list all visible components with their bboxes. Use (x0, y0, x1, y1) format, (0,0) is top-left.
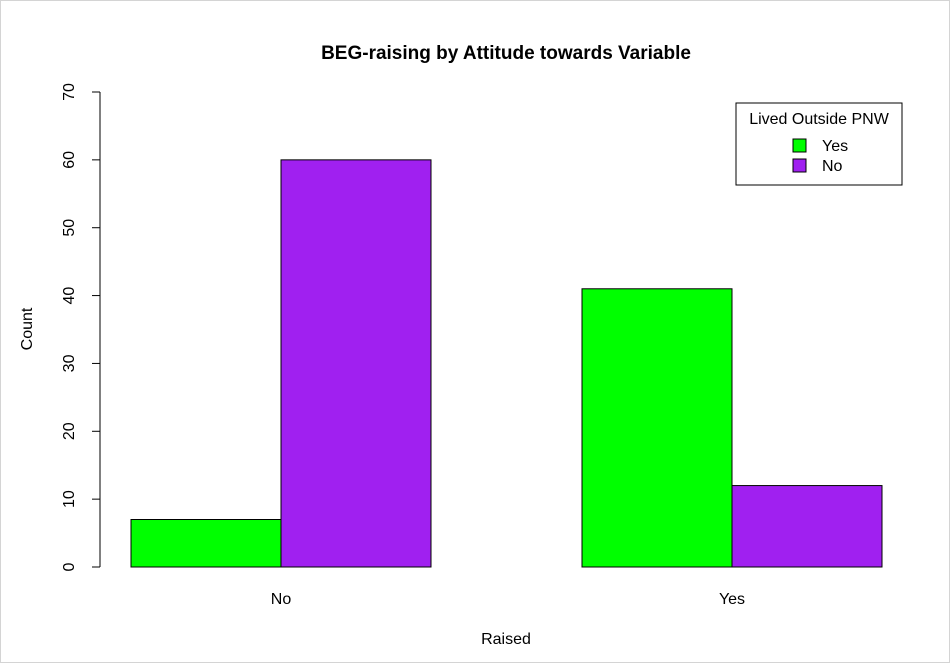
legend-title: Lived Outside PNW (749, 111, 890, 128)
y-tick-label: 50 (61, 219, 78, 237)
bar-no-yes (130, 519, 282, 568)
x-tick-label: No (271, 591, 292, 608)
bar-yes-no (731, 485, 883, 568)
y-tick-label: 40 (61, 287, 78, 305)
legend-label: Yes (822, 138, 848, 155)
legend-label: No (822, 158, 843, 175)
y-tick-label: 60 (61, 151, 78, 169)
legend-box (735, 102, 903, 186)
x-axis-label: Raised (481, 631, 531, 648)
chart-title: BEG-raising by Attitude towards Variable (321, 43, 691, 64)
y-tick-label: 20 (61, 422, 78, 440)
bars (130, 159, 883, 568)
legend: Lived Outside PNW Yes No (735, 102, 903, 186)
y-tick-label: 30 (61, 354, 78, 372)
bar-no-no (280, 159, 432, 568)
legend-items: Yes No (792, 138, 848, 175)
legend-swatch (792, 138, 807, 153)
y-axis-label: Count (19, 307, 36, 350)
y-axis: 0 10 20 30 40 50 60 70 (61, 83, 101, 571)
x-tick-label: Yes (719, 591, 745, 608)
bar-yes-yes (581, 288, 733, 568)
legend-swatch (792, 158, 807, 173)
y-tick-label: 0 (61, 562, 78, 571)
y-tick-label: 70 (61, 83, 78, 101)
x-axis-tick-labels: No Yes (271, 591, 745, 608)
y-tick-label: 10 (61, 490, 78, 508)
